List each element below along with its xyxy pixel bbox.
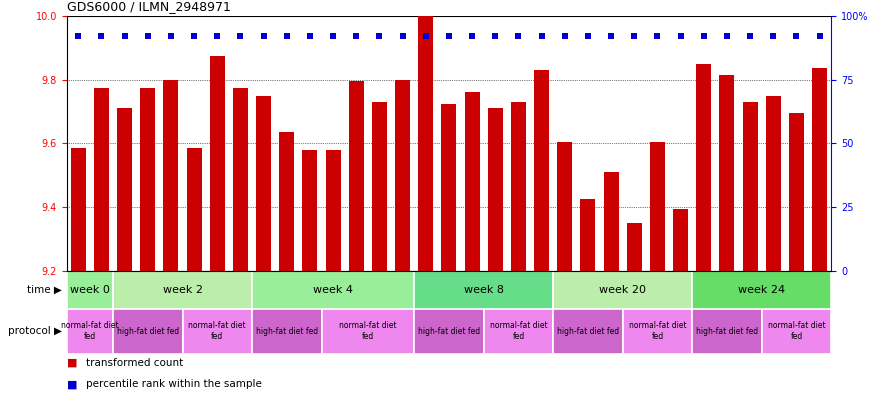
Text: week 8: week 8	[464, 285, 504, 295]
Bar	[693, 309, 762, 354]
Text: percentile rank within the sample: percentile rank within the sample	[86, 379, 262, 389]
Bar	[553, 271, 693, 309]
Bar	[322, 309, 414, 354]
Text: GDS6000 / ILMN_2948971: GDS6000 / ILMN_2948971	[67, 0, 230, 13]
Bar	[187, 148, 202, 271]
Bar	[233, 88, 248, 271]
Bar	[325, 150, 340, 271]
Bar	[742, 102, 757, 271]
Text: normal-fat diet
fed: normal-fat diet fed	[188, 321, 246, 341]
Bar	[252, 271, 414, 309]
Bar	[67, 309, 113, 354]
Text: protocol ▶: protocol ▶	[8, 326, 62, 336]
Bar	[414, 271, 553, 309]
Bar	[604, 172, 619, 271]
Bar	[719, 75, 734, 271]
Bar	[465, 92, 480, 271]
Bar	[488, 108, 503, 271]
Text: week 24: week 24	[738, 285, 785, 295]
Bar	[113, 309, 182, 354]
Text: normal-fat diet
fed: normal-fat diet fed	[339, 321, 396, 341]
Bar	[813, 68, 827, 271]
Bar	[395, 79, 410, 271]
Bar	[113, 271, 252, 309]
Bar	[693, 271, 831, 309]
Text: ■: ■	[67, 379, 81, 389]
Bar	[140, 88, 156, 271]
Bar	[765, 95, 781, 271]
Bar	[418, 16, 433, 271]
Text: time ▶: time ▶	[28, 285, 62, 295]
Bar	[627, 223, 642, 271]
Bar	[442, 103, 456, 271]
Text: high-fat diet fed: high-fat diet fed	[696, 327, 758, 336]
Bar	[650, 142, 665, 271]
Bar	[581, 199, 596, 271]
Text: week 20: week 20	[599, 285, 646, 295]
Bar	[71, 148, 85, 271]
Bar	[67, 271, 113, 309]
Bar	[553, 309, 622, 354]
Text: high-fat diet fed: high-fat diet fed	[557, 327, 619, 336]
Bar	[622, 309, 693, 354]
Text: normal-fat diet
fed: normal-fat diet fed	[767, 321, 825, 341]
Text: week 0: week 0	[70, 285, 109, 295]
Bar	[348, 81, 364, 271]
Bar	[182, 309, 252, 354]
Bar	[94, 88, 109, 271]
Bar	[256, 95, 271, 271]
Bar	[673, 209, 688, 271]
Bar	[302, 150, 317, 271]
Bar	[372, 102, 387, 271]
Text: ■: ■	[67, 358, 81, 367]
Bar	[557, 142, 573, 271]
Bar	[210, 56, 225, 271]
Bar	[164, 79, 179, 271]
Text: transformed count: transformed count	[86, 358, 183, 367]
Text: normal-fat diet
fed: normal-fat diet fed	[629, 321, 686, 341]
Bar	[117, 108, 132, 271]
Text: normal-fat diet
fed: normal-fat diet fed	[490, 321, 548, 341]
Text: normal-fat diet
fed: normal-fat diet fed	[61, 321, 118, 341]
Text: week 2: week 2	[163, 285, 203, 295]
Bar	[279, 132, 294, 271]
Bar	[534, 70, 549, 271]
Text: high-fat diet fed: high-fat diet fed	[256, 327, 318, 336]
Bar	[762, 309, 831, 354]
Text: high-fat diet fed: high-fat diet fed	[116, 327, 179, 336]
Bar	[252, 309, 322, 354]
Bar	[414, 309, 484, 354]
Bar	[696, 64, 711, 271]
Bar	[484, 309, 553, 354]
Bar	[789, 113, 804, 271]
Text: high-fat diet fed: high-fat diet fed	[418, 327, 480, 336]
Text: week 4: week 4	[313, 285, 353, 295]
Bar	[511, 102, 526, 271]
